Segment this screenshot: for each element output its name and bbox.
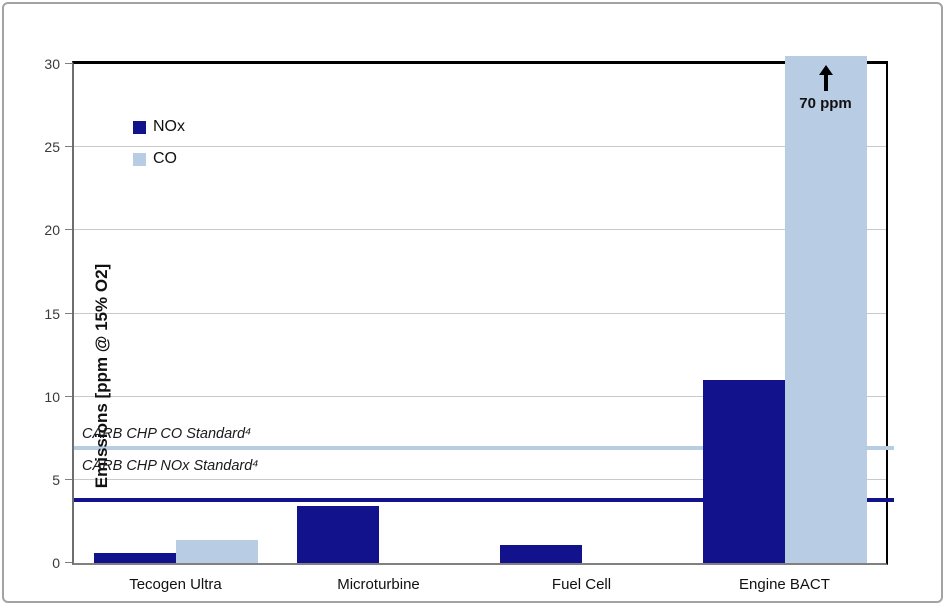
- y-tick-mark: [65, 63, 72, 64]
- y-tick-label: 20: [44, 222, 60, 239]
- y-tick-label: 30: [44, 56, 60, 72]
- y-tick-mark: [65, 395, 72, 397]
- offscale-value-label: 70 ppm: [799, 95, 852, 112]
- y-tick-label: 0: [52, 555, 60, 571]
- ref-label-nox-standard: CARB CHP NOx Standard⁴: [82, 458, 259, 474]
- legend-item-co: CO: [133, 149, 185, 169]
- gridline: [74, 395, 886, 397]
- y-tick-label: 25: [44, 139, 60, 156]
- legend-label-co: CO: [153, 150, 177, 167]
- bar-nox-engine-bact: [702, 380, 785, 563]
- gridline: [74, 478, 886, 480]
- plot-area: Emissions [ppm @ 15% O2] CARB CHP CO Sta…: [44, 56, 894, 593]
- legend: NOx CO: [133, 117, 185, 181]
- y-tick-mark: [65, 146, 72, 148]
- ref-line-co-standard: [74, 446, 894, 451]
- y-axis-title: Emissions [ppm @ 15% O2]: [92, 263, 111, 489]
- gridline: [74, 229, 886, 231]
- y-tick-label: 15: [44, 305, 60, 322]
- ref-line-nox-standard: [74, 497, 894, 502]
- gridline: [74, 146, 886, 148]
- x-axis-label: Fuel Cell: [551, 576, 612, 593]
- bar-co-engine-bact: 70 ppm: [784, 56, 867, 563]
- y-tick-label: 10: [44, 388, 60, 405]
- x-axis-label: Tecogen Ultra: [129, 576, 222, 593]
- gridline: [74, 312, 886, 314]
- x-axis-label: Engine BACT: [739, 576, 830, 593]
- legend-item-nox: NOx: [133, 117, 185, 137]
- co-swatch-icon: [133, 152, 146, 166]
- y-tick-label: 5: [52, 471, 60, 488]
- up-arrow-icon: [818, 65, 833, 91]
- bar-co-tecogen-ultra: [175, 539, 258, 563]
- y-tick-mark: [65, 562, 72, 563]
- y-tick-mark: [65, 312, 72, 314]
- offscale-annotation: 70 ppm: [785, 65, 867, 112]
- y-tick-mark: [65, 229, 72, 231]
- legend-label-nox: NOx: [153, 118, 185, 135]
- nox-swatch-icon: [133, 120, 146, 134]
- bar-nox-tecogen-ultra: [93, 553, 176, 563]
- ref-label-co-standard: CARB CHP CO Standard⁴: [82, 426, 252, 442]
- x-axis-label: Microturbine: [337, 576, 420, 593]
- bar-nox-fuel-cell: [499, 544, 582, 563]
- y-tick-mark: [65, 478, 72, 480]
- bar-nox-microturbine: [296, 506, 379, 563]
